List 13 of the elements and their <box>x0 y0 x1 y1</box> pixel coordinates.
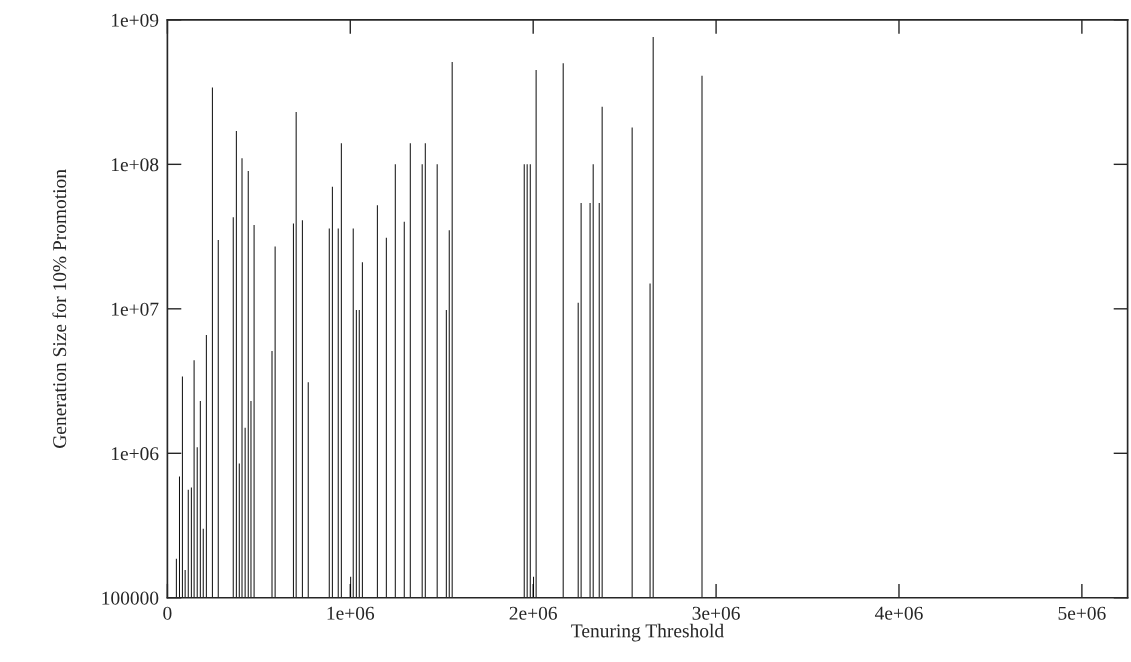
x-tick-label: 2e+06 <box>509 606 557 620</box>
x-tick-label: 1e+06 <box>327 606 375 620</box>
y-tick-label: 1e+07 <box>112 302 159 316</box>
x-axis-title: Tenuring Threshold <box>571 623 724 642</box>
x-tick-label: 0 <box>163 606 172 620</box>
y-tick-label: 1e+08 <box>112 158 159 172</box>
x-tick-label: 4e+06 <box>874 606 923 620</box>
y-axis-title: Generation Size for 10% Promotion <box>52 169 67 448</box>
y-tick-label: 1e+06 <box>112 447 159 461</box>
y-tick-label: 100000 <box>102 591 159 605</box>
y-tick-label: 1e+09 <box>112 13 159 27</box>
x-tick-label: 5e+06 <box>1058 606 1106 620</box>
x-tick-label: 3e+06 <box>692 606 740 620</box>
